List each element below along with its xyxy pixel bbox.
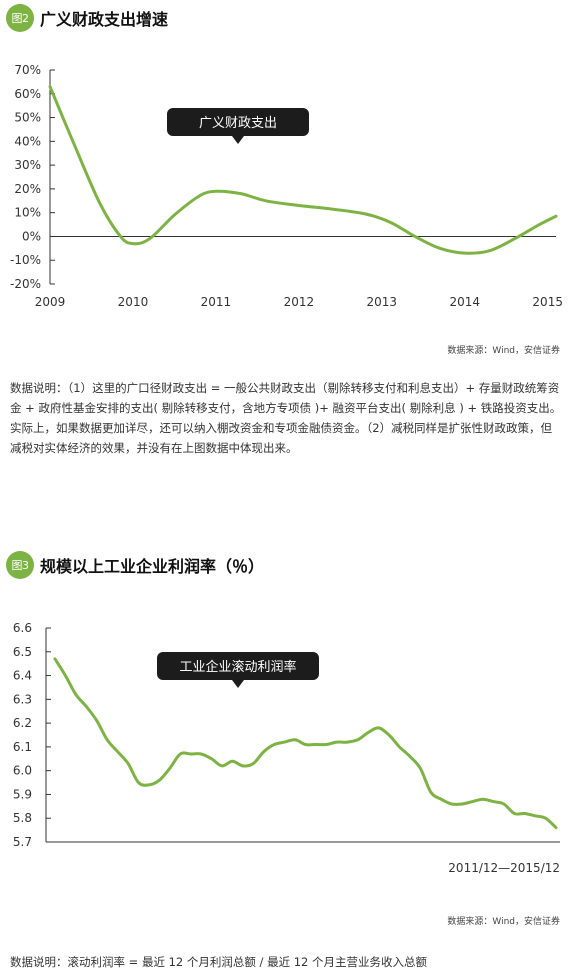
callout-profit-margin: 工业企业滚动利润率: [157, 652, 319, 688]
y-tick-label: 5.8: [13, 811, 32, 825]
y-tick-label: 6.1: [13, 740, 32, 754]
figure-2-note: 数据说明：（1）这里的广口径财政支出 = 一般公共财政支出（剔除转移支付和利息支…: [10, 381, 562, 455]
callout-label: 工业企业滚动利润率: [179, 659, 296, 675]
y-tick-label: 50%: [14, 111, 41, 125]
x-tick-label: 2011: [201, 295, 232, 309]
figure-2-header: 图2 广义财政支出增速: [6, 4, 168, 32]
y-tick-label: 6.4: [13, 669, 32, 683]
y-tick-label: 20%: [14, 182, 41, 196]
callout-fiscal-expenditure: 广义财政支出: [167, 108, 309, 144]
figure-2-title: 广义财政支出增速: [40, 10, 169, 29]
chart-industrial-profit-margin: 6.6 6.5 6.4 6.3 6.2 6.1 6.0 5.9 5.8 5.7 2011/12—20…: [13, 621, 560, 875]
y-tick-label: 0%: [22, 229, 41, 243]
y-tick-label: 5.7: [13, 835, 32, 849]
x-axis-label: 2011/12—2015/12: [448, 861, 560, 875]
callout-pointer: [232, 136, 244, 144]
callout-label: 广义财政支出: [199, 116, 277, 131]
y-tick-label: 6.6: [13, 621, 32, 635]
x-tick-label: 2010: [118, 295, 149, 309]
series-line-profit-margin: [53, 657, 558, 830]
y-tick-label: 6.2: [13, 716, 32, 730]
y-tick-label: 6.5: [13, 645, 32, 659]
figure-3-title: 规模以上工业企业利润率（％）: [40, 557, 265, 576]
y-tick-label: 6.3: [13, 692, 32, 706]
figure-3-note: 数据说明：滚动利润率 = 最近 12 个月利润总额 / 最近 12 个月主营业务…: [10, 955, 428, 969]
x-tick-label: 2013: [367, 295, 398, 309]
x-tick-label: 2014: [449, 295, 480, 309]
y-tick-label: 10%: [14, 206, 41, 220]
callout-box: [167, 108, 309, 136]
y-tick-label: 70%: [14, 63, 41, 77]
y-tick-label: 60%: [14, 87, 41, 101]
callout-box: [157, 652, 319, 680]
figure-2-badge: 图2: [6, 4, 34, 32]
y-tick-label: 6.0: [13, 764, 32, 778]
x-tick-label: 2012: [284, 295, 315, 309]
figure-3-badge: 图3: [6, 551, 34, 579]
y-tick-label: 40%: [14, 134, 41, 148]
figure-3-source: 数据来源：Wind，安信证券: [447, 917, 560, 927]
x-tick-label: 2015: [532, 295, 563, 309]
figure-2-source: 数据来源：Wind，安信证券: [447, 346, 560, 356]
callout-pointer: [232, 680, 244, 688]
y-tick-label: -20%: [10, 277, 41, 291]
x-tick-label: 2009: [35, 295, 66, 309]
chart-fiscal-expenditure-growth: 70% 60% 50% 40% 30% 20% 10% 0% -10% -20% 2009 2010 2…: [10, 63, 563, 309]
y-tick-label: 5.9: [13, 787, 32, 801]
figure-3-header: 图3 规模以上工业企业利润率（％）: [6, 551, 264, 579]
series-line-fiscal-expenditure: [48, 85, 558, 255]
y-tick-label: 30%: [14, 158, 41, 172]
y-tick-label: -10%: [10, 253, 41, 267]
